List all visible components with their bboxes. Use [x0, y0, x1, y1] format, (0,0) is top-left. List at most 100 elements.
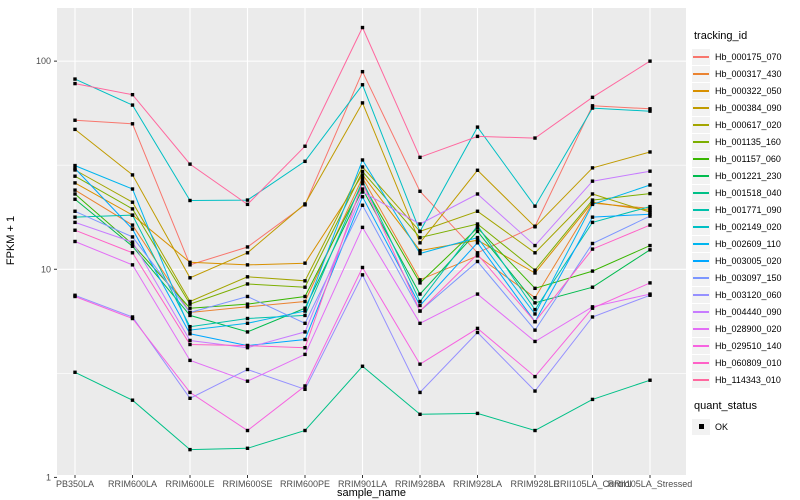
series-color-line-icon: [693, 106, 709, 109]
series-color-line-icon: [693, 293, 709, 296]
x-tick-label: RRIM600LA: [108, 479, 157, 489]
legend-item-Hb_001135_160: Hb_001135_160: [692, 133, 800, 150]
x-axis-title: sample_name: [337, 487, 406, 499]
legend-tracking-id: tracking_id Hb_000175_070 Hb_000317_430 Hb…: [692, 0, 800, 388]
series-color-line-icon: [693, 242, 709, 245]
legend-items: Hb_000175_070 Hb_000317_430 Hb_000322_050 H…: [692, 48, 800, 388]
series-color-line-icon: [693, 89, 709, 92]
series-color-line-icon: [693, 310, 709, 313]
legend-item-Hb_004440_090: Hb_004440_090: [692, 303, 800, 320]
legend-item-label: Hb_001135_160: [715, 136, 781, 147]
legend-key-swatch: [692, 252, 710, 269]
legend-key-swatch: [692, 201, 710, 218]
legend-key-swatch: [692, 116, 710, 133]
legend-item-Hb_001518_040: Hb_001518_040: [692, 184, 800, 201]
legend-item-Hb_114343_010: Hb_114343_010: [692, 371, 800, 388]
gridlines: [57, 8, 686, 478]
x-tick-label: RRIM600PE: [280, 479, 330, 489]
legend-quant-status: quant_status OK: [692, 400, 800, 435]
legend-item-label: Hb_001221_230: [715, 170, 782, 181]
legend-item-Hb_003097_150: Hb_003097_150: [692, 269, 800, 286]
x-tick-label: RRIM901LA: [338, 479, 387, 489]
legend-item-Hb_029510_140: Hb_029510_140: [692, 337, 800, 354]
series-color-line-icon: [693, 55, 709, 58]
legend-item-label: Hb_003005_020: [715, 255, 782, 266]
legend-item-Hb_000384_090: Hb_000384_090: [692, 99, 800, 116]
x-tick-label: RRII105LA_Stressed: [608, 479, 693, 489]
series-color-line-icon: [693, 344, 709, 347]
legend-item-label: Hb_060809_010: [715, 357, 782, 368]
series-color-line-icon: [693, 259, 709, 262]
legend-key-swatch: [692, 371, 710, 388]
legend-item-label: Hb_000175_070: [715, 51, 782, 62]
legend-key-swatch: [692, 133, 710, 150]
legend-item-Hb_000617_020: Hb_000617_020: [692, 116, 800, 133]
x-tick-label: RRIM600SE: [222, 479, 272, 489]
y-tick-label: 10: [41, 264, 51, 274]
legend-item-label: Hb_000317_430: [715, 68, 782, 79]
y-axis: 1 10 100 FPKM + 1: [5, 56, 57, 482]
legend-key-swatch: [692, 286, 710, 303]
x-tick-label: PB350LA: [56, 479, 94, 489]
series-color-line-icon: [693, 225, 709, 228]
legend-item-label: Hb_114343_010: [715, 374, 781, 385]
legend-item-label: Hb_000322_050: [715, 85, 782, 96]
y-tick-label: 100: [36, 56, 51, 66]
legend-key-swatch: [692, 184, 710, 201]
legend-item-Hb_028900_020: Hb_028900_020: [692, 320, 800, 337]
legend-item-label: Hb_003097_150: [715, 272, 782, 283]
legend-key-swatch: [692, 337, 710, 354]
legend-key-swatch: [692, 48, 710, 65]
legend-item-label: Hb_003120_060: [715, 289, 782, 300]
legend-item-Hb_000322_050: Hb_000322_050: [692, 82, 800, 99]
series-color-line-icon: [693, 157, 709, 160]
x-tick-label: RRIM600LE: [165, 479, 214, 489]
legend-item-label: Hb_028900_020: [715, 323, 782, 334]
series-color-line-icon: [693, 191, 709, 194]
y-axis-title: FPKM + 1: [5, 216, 17, 265]
legend-item-label: OK: [715, 421, 729, 432]
legend-item-Hb_000175_070: Hb_000175_070: [692, 48, 800, 65]
legend-item-Hb_001157_060: Hb_001157_060: [692, 150, 800, 167]
x-tick-label: RRIM928LE: [510, 479, 559, 489]
legend-item-label: Hb_001157_060: [715, 153, 781, 164]
series-color-line-icon: [693, 72, 709, 75]
legend-key-swatch: [692, 269, 710, 286]
x-tick-label: RRII105LA_Control: [553, 479, 631, 489]
legend-item-Hb_001221_230: Hb_001221_230: [692, 167, 800, 184]
x-tick-label: RRIM928BA: [395, 479, 445, 489]
legend-key-swatch: [692, 82, 710, 99]
legend-item-label: Hb_000384_090: [715, 102, 782, 113]
legend-item-Hb_002609_110: Hb_002609_110: [692, 235, 800, 252]
legend-item-label: Hb_029510_140: [715, 340, 782, 351]
y-tick-label: 1: [46, 472, 51, 482]
legend-key-swatch: [692, 235, 710, 252]
legend-item-label: Hb_002609_110: [715, 238, 781, 249]
legend-item-Hb_060809_010: Hb_060809_010: [692, 354, 800, 371]
legend-key-swatch: [692, 354, 710, 371]
black-square-point-icon: [698, 424, 704, 429]
legend-item-label: Hb_001771_090: [715, 204, 782, 215]
series-color-line-icon: [693, 378, 709, 381]
legend-item-Hb_000317_430: Hb_000317_430: [692, 65, 800, 82]
legend-item-Hb_003005_020: Hb_003005_020: [692, 252, 800, 269]
data-points: [73, 25, 652, 452]
legend-item-Hb_002149_020: Hb_002149_020: [692, 218, 800, 235]
legend-key-swatch: [692, 320, 710, 337]
legend-item-Hb_003120_060: Hb_003120_060: [692, 286, 800, 303]
series-color-line-icon: [693, 140, 709, 143]
legend-key-swatch: [692, 167, 710, 184]
series-color-line-icon: [693, 327, 709, 330]
series-color-line-icon: [693, 123, 709, 126]
legend-item-Hb_001771_090: Hb_001771_090: [692, 201, 800, 218]
legend2-title: quant_status: [694, 400, 757, 412]
legend-item-label: Hb_004440_090: [715, 306, 782, 317]
legend-item-ok: OK: [692, 418, 800, 435]
x-tick-label: RRIM928LA: [453, 479, 502, 489]
x-axis: PB350LA RRIM600LA RRIM600LE RRIM600SE RRIM60…: [56, 475, 692, 499]
series-color-line-icon: [693, 208, 709, 211]
series-color-line-icon: [693, 361, 709, 364]
legend-title: tracking_id: [694, 30, 748, 42]
